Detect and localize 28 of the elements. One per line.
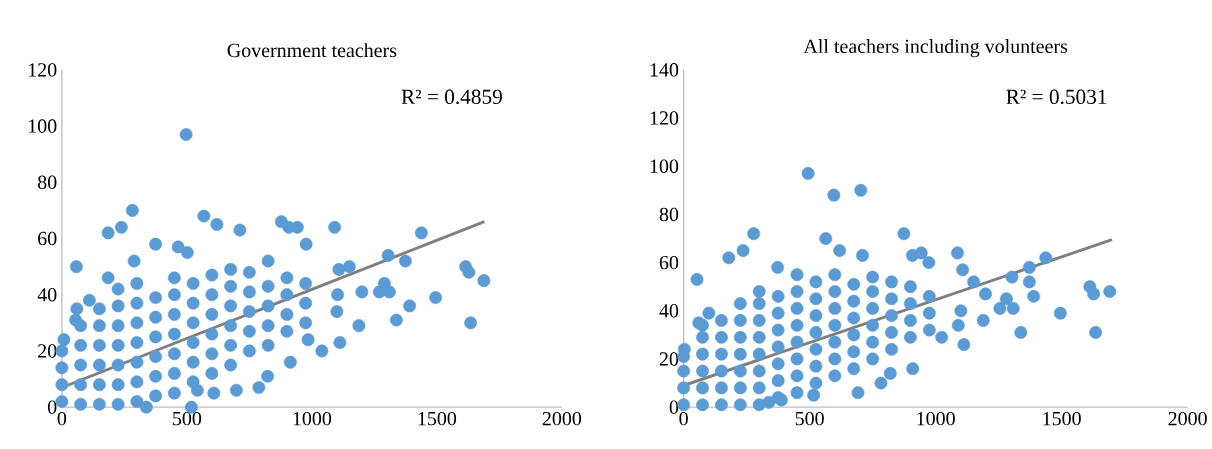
annotation: R² = 0.5031 [1006,89,1107,105]
y-tick-label: 80 [37,175,57,189]
y-tick-label: 80 [659,207,679,222]
y-tick-label: 40 [37,287,57,302]
y-tick-label: 120 [28,63,57,77]
y-tick-label: 60 [659,255,679,270]
x-tick-label: 0 [57,411,67,426]
y-tick-label: 100 [650,159,679,173]
y-tick-label: 40 [659,304,679,318]
x-tick-label: 500 [795,411,824,426]
y-tick-label: 100 [28,119,57,133]
y-tick-label: 20 [38,344,57,358]
x-tick-label: 1500 [418,411,457,426]
y-tick-label: 140 [650,63,679,77]
y-tick-label: 120 [650,111,679,125]
x-tick-label: 1000 [293,411,332,426]
x-tick-label: 2000 [1168,411,1207,426]
chart-title: All teachers including volunteers [803,38,1068,58]
annotation: R² = 0.4859 [401,89,502,105]
x-tick-label: 1000 [917,411,955,426]
chart-title: Government teachers [227,43,397,58]
x-tick-label: 2000 [542,411,582,426]
x-tick-label: 500 [173,411,202,426]
y-tick-label: 0 [47,400,57,414]
y-tick-label: 0 [669,400,679,414]
y-tick-label: 20 [659,352,679,366]
y-tick-label: 60 [38,231,57,246]
x-tick-label: 1500 [1043,411,1081,426]
